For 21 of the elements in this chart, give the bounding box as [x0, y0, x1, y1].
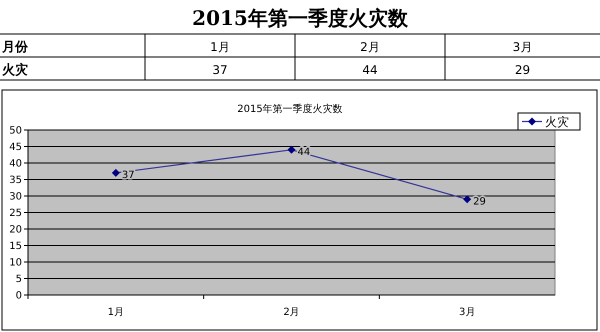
legend: 火灾: [518, 112, 580, 130]
y-tick-label: 40: [9, 158, 22, 170]
data-label: 37: [122, 170, 135, 181]
value-table: 月份 1月 2月 3月 火灾 37 44 29: [0, 34, 600, 80]
y-tick-label: 35: [9, 175, 22, 186]
y-tick-label: 5: [16, 274, 22, 285]
x-tick-label: 1月: [108, 307, 124, 318]
y-tick-label: 45: [9, 142, 22, 153]
y-tick-label: 50: [9, 126, 22, 136]
y-tick-label: 15: [9, 241, 22, 252]
y-tick-label: 10: [9, 258, 22, 268]
chart-subtitle: 2015年第一季度火灾数: [237, 103, 343, 115]
y-tick-label: 20: [9, 224, 22, 236]
x-tick-label: 2月: [283, 307, 300, 318]
legend-label: 火灾: [545, 115, 569, 129]
chart-title: 2015年第一季度火灾数: [192, 6, 409, 30]
y-tick-label: 25: [9, 208, 22, 219]
data-label: 29: [473, 196, 486, 208]
y-tick-label: 30: [9, 192, 22, 202]
y-tick-label: 0: [16, 290, 22, 302]
x-tick-label: 3月: [458, 307, 476, 318]
